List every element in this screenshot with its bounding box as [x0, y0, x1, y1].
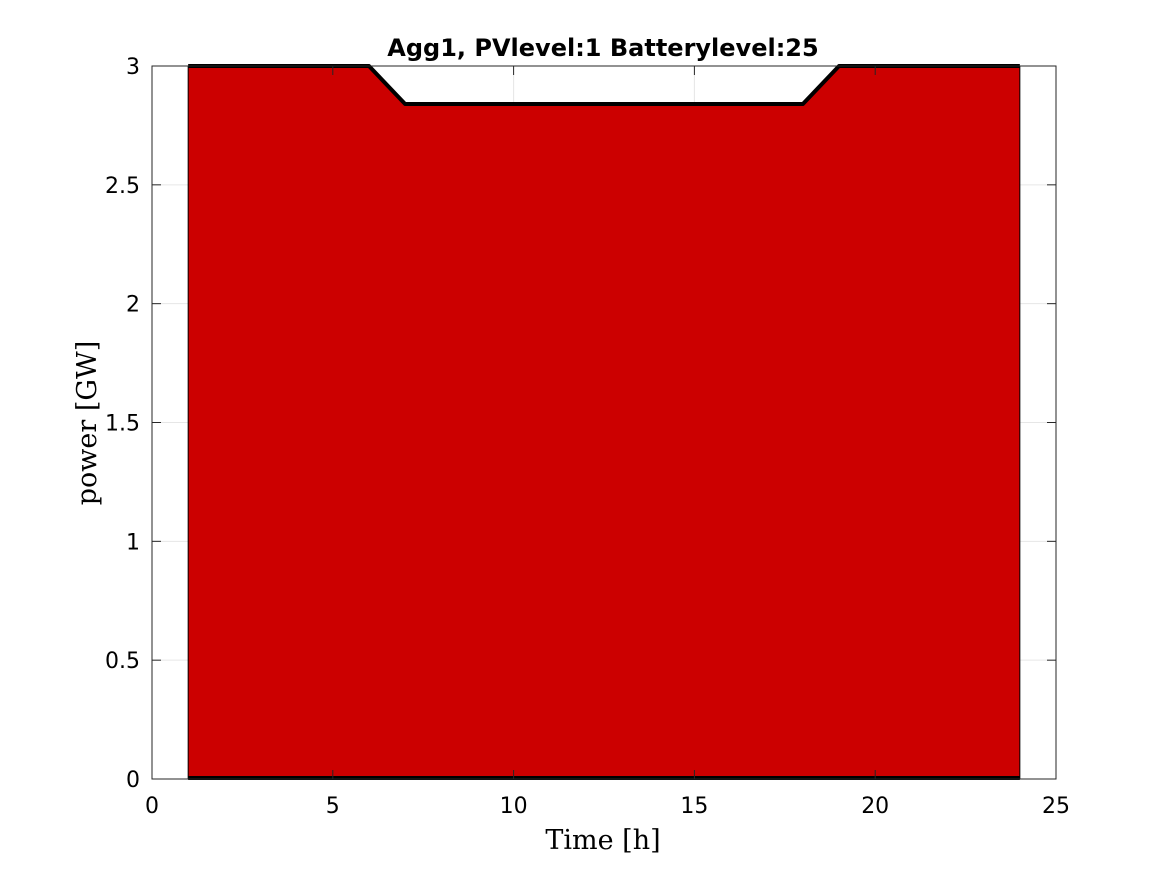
- tick-labels: 0 5 10 15 20 25 0 0.5 1 1.5 2 2.5 3: [105, 55, 1070, 819]
- y-tick-label: 1.5: [105, 412, 140, 437]
- x-tick-label: 25: [1042, 794, 1070, 819]
- y-tick-label: 0: [126, 768, 140, 793]
- area-fill: [188, 66, 1020, 779]
- y-tick-label: 1: [126, 530, 140, 555]
- y-axis-label: power [GW]: [72, 341, 103, 506]
- y-tick-label: 0.5: [105, 649, 140, 674]
- y-tick-label: 3: [126, 55, 140, 80]
- chart-title: Agg1, PVlevel:1 Batterylevel:25: [387, 34, 818, 62]
- y-tick-label: 2.5: [105, 174, 140, 199]
- area-series: [187, 64, 1021, 780]
- x-tick-label: 5: [326, 794, 340, 819]
- x-tick-label: 15: [680, 794, 708, 819]
- x-tick-label: 20: [861, 794, 889, 819]
- x-axis-label: Time [h]: [545, 825, 660, 856]
- x-tick-label: 0: [145, 794, 159, 819]
- axes-box: [151, 65, 1057, 780]
- y-tick-label: 2: [126, 293, 140, 318]
- x-tick-label: 10: [500, 794, 528, 819]
